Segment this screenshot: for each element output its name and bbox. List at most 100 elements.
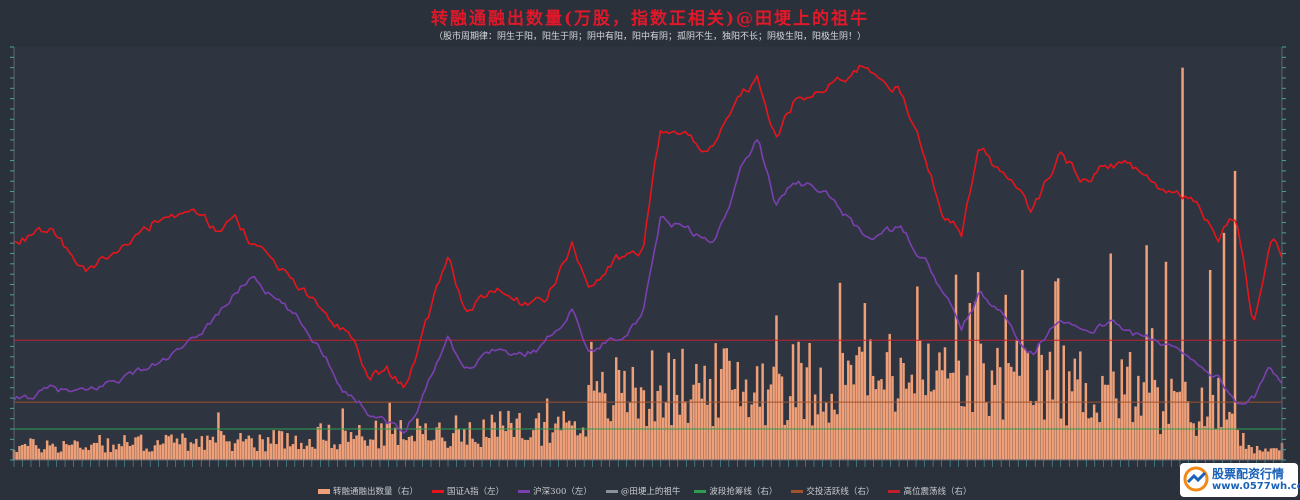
bar-mark <box>131 444 135 460</box>
bar-mark <box>1062 345 1066 460</box>
bar-mark <box>1021 270 1024 460</box>
bar-mark <box>562 411 565 460</box>
legend-label: 高位震荡线（右） <box>903 487 972 497</box>
bar-mark <box>877 380 880 460</box>
bar-mark <box>805 367 809 460</box>
bar-mark <box>413 441 416 460</box>
bar-mark <box>40 452 43 460</box>
bar-mark <box>156 440 159 460</box>
bar-mark <box>656 390 659 460</box>
bar-mark <box>673 358 676 460</box>
bar-mark <box>684 401 687 460</box>
bar-mark <box>667 352 670 460</box>
line-series-index-a <box>13 64 1283 389</box>
bar-mark <box>1079 351 1082 460</box>
bar-mark <box>95 442 99 460</box>
bar-mark <box>1098 422 1101 460</box>
bar-mark <box>112 444 115 460</box>
bar-mark <box>510 422 513 460</box>
bar-mark <box>360 436 364 460</box>
bar-mark <box>214 442 217 460</box>
bar-mark <box>330 447 333 460</box>
legend-swatch <box>605 489 618 493</box>
bar-mark <box>888 333 891 460</box>
reference-lines <box>14 339 1282 430</box>
legend-swatch <box>791 489 804 493</box>
bar-mark <box>954 274 958 460</box>
bar-mark <box>84 447 88 460</box>
bar-mark <box>258 434 262 460</box>
bar-mark <box>1156 387 1159 460</box>
bar-mark <box>1211 394 1215 460</box>
bar-mark <box>139 434 143 460</box>
bar-mark <box>184 437 187 460</box>
bar-mark <box>1142 382 1146 460</box>
bar-mark <box>501 425 505 460</box>
bar-mark <box>1164 261 1168 460</box>
bar-mark <box>891 376 894 460</box>
bar-mark <box>197 446 201 460</box>
bar-mark <box>717 417 720 460</box>
bar-mark <box>1112 371 1115 460</box>
bar-mark <box>938 352 941 460</box>
bar-mark <box>1228 411 1231 460</box>
bar-mark <box>407 436 411 460</box>
bar-mark <box>1266 451 1270 460</box>
legend-item: 沪深300（左） <box>518 485 592 497</box>
bar-mark <box>29 438 32 460</box>
bar-mark <box>490 414 494 460</box>
bar-mark <box>189 442 193 460</box>
axes <box>10 46 1286 467</box>
bar-mark <box>869 339 872 460</box>
plot-background <box>14 47 1282 460</box>
bar-mark <box>504 431 507 460</box>
bar-mark <box>1277 450 1281 460</box>
bar-mark <box>711 426 715 460</box>
bar-mark <box>634 387 637 460</box>
bar-mark <box>512 437 516 460</box>
bar-mark <box>90 444 93 460</box>
bar-mark <box>92 442 96 460</box>
bar-mark <box>824 402 828 460</box>
bar-mark <box>255 450 259 460</box>
bar-mark <box>264 451 267 460</box>
bar-mark <box>614 357 618 460</box>
bar-mark <box>471 438 474 460</box>
bar-mark <box>971 412 974 460</box>
legend-item: 国证A指（左） <box>432 485 504 497</box>
bar-mark <box>532 430 535 460</box>
bar-mark <box>308 439 311 460</box>
bar-mark <box>609 421 612 460</box>
bar-mark <box>228 441 231 460</box>
bar-mark <box>106 438 110 460</box>
bar-mark <box>835 414 839 460</box>
line-series <box>13 64 1283 434</box>
bar-mark <box>976 272 980 460</box>
bar-mark <box>1001 419 1005 460</box>
bar-mark <box>1045 370 1049 460</box>
bar-mark <box>352 439 356 460</box>
bar-mark <box>324 440 328 460</box>
bar-mark <box>847 360 850 460</box>
bar-mark <box>1059 418 1063 460</box>
bar-mark <box>1222 232 1226 460</box>
bar-mark <box>192 443 195 460</box>
bar-mark <box>996 347 999 460</box>
bar-mark <box>623 370 626 460</box>
bar-mark <box>159 444 162 460</box>
bar-mark <box>794 407 798 460</box>
bar-mark <box>642 390 646 460</box>
bar-mark <box>695 363 698 460</box>
bar-mark <box>1208 270 1212 460</box>
bar-mark <box>1056 278 1060 460</box>
legend-label: 转融通融出数量（右） <box>333 487 419 497</box>
bar-mark <box>581 427 585 460</box>
bar-mark <box>1090 417 1093 460</box>
bar-mark <box>952 372 955 460</box>
bar-mark <box>15 452 19 460</box>
bar-mark <box>313 448 317 460</box>
bar-mark <box>932 389 936 460</box>
bar-mark <box>388 402 391 460</box>
bar-mark <box>1117 418 1121 460</box>
bar-mark <box>1123 394 1126 460</box>
